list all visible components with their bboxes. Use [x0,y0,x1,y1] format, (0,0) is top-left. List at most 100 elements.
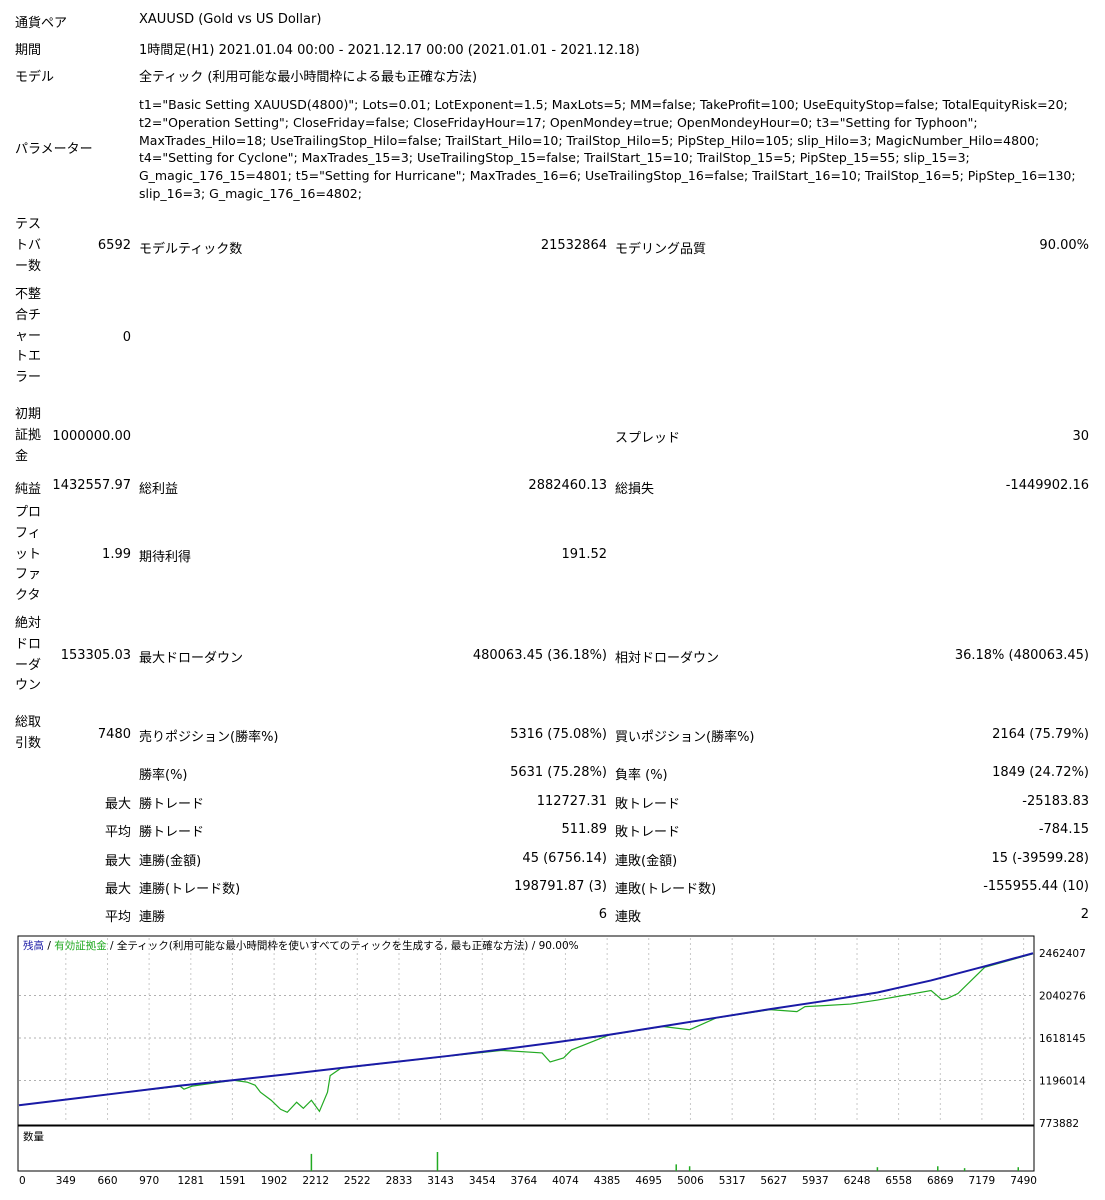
y-tick-label: 773882 [1039,1118,1079,1130]
x-tick-label: 1281 [177,1175,204,1187]
legend-balance: 残高 [23,939,44,952]
win-rate-value: 5631 (75.28%) [510,765,607,780]
x-tick-label: 5627 [760,1175,787,1187]
consec-win-label: 連勝 [139,910,166,925]
short-label: 売りポジション(勝率%) [139,730,279,745]
y-tick-label: 1618145 [1039,1033,1086,1045]
x-tick-label: 4385 [594,1175,621,1187]
loss-rate-label: 負率 (%) [615,768,668,783]
deposit-value: 1000000.00 [52,429,131,444]
y-tick-label: 1196014 [1039,1075,1086,1087]
abs-dd-label: 絶対ドローダウン [15,616,42,694]
x-tick-label: 6248 [844,1175,871,1187]
gross-profit-label: 総利益 [139,482,179,497]
max-consec-win-amount-value: 45 (6756.14) [522,851,607,866]
deposit-label: 初期証拠金 [15,407,42,464]
x-tick-label: 0 [19,1175,26,1187]
period-label: 期間 [15,43,42,58]
max-win-trade-value: 112727.31 [536,794,607,809]
max-dd-label: 最大ドローダウン [139,651,244,666]
long-value: 2164 (75.79%) [992,727,1089,742]
gross-loss-label: 総損失 [615,482,655,497]
x-tick-label: 5006 [677,1175,704,1187]
x-tick-label: 4074 [552,1175,579,1187]
trades-label: 総取引数 [15,715,42,751]
x-tick-label: 5937 [802,1175,829,1187]
max-consec-loss-trades-value: -155955.44 (10) [983,879,1089,894]
bars-label: テストバー数 [15,217,42,274]
x-tick-label: 2833 [386,1175,413,1187]
loss-rate-value: 1849 (24.72%) [992,765,1089,780]
params-label: パラメーター [15,142,93,157]
x-tick-label: 2522 [344,1175,371,1187]
expected-value: 191.52 [561,547,608,562]
net-value: 1432557.97 [52,478,131,493]
x-tick-label: 3764 [510,1175,537,1187]
win-trade-label: 勝トレード [139,797,205,812]
x-tick-label: 7179 [969,1175,996,1187]
mismatch-value: 0 [122,330,131,345]
x-axis-labels: 0 349 660 970 1281 1591 1902 2212 2522 2833 3143 34… [19,1175,1037,1187]
period-value: 1時間足(H1) 2021.01.04 00:00 - 2021.12.17 0… [139,43,640,58]
spread-value: 30 [1072,429,1089,444]
y-tick-label: 2040276 [1039,991,1086,1003]
x-tick-label: 6558 [885,1175,912,1187]
trades-value: 7480 [97,727,131,742]
legend-rest: / 全ティック(利用可能な最小時間枠を使いすべてのティックを生成する, 最も正確… [107,939,579,952]
x-tick-label: 660 [98,1175,118,1187]
params-line: t2="Operation Setting"; CloseFriday=fals… [139,114,978,130]
consec-loss-amount-label: 連敗(金額) [615,854,678,869]
model-label: モデル [15,70,55,85]
expected-label: 期待利得 [139,550,192,565]
x-tick-label: 6869 [927,1175,954,1187]
ticks-label: モデルティック数 [139,242,243,257]
quality-label: モデリング品質 [615,242,707,257]
volume-bars [310,1152,1019,1171]
avg-consec-win-value: 6 [598,907,607,922]
avg-label: 平均 [104,910,131,925]
win-rate-label: 勝率(%) [139,768,188,783]
win-trade-label: 勝トレード [139,825,205,840]
x-tick-label: 3143 [427,1175,454,1187]
params-line: MaxTrades_Hilo=18; UseTrailingStop_Hilo=… [139,132,1040,148]
x-tick-label: 1591 [219,1175,246,1187]
quality-value: 90.00% [1039,238,1089,253]
model-value: 全ティック (利用可能な最小時間枠による最も正確な方法) [139,70,478,85]
x-tick-label: 5317 [719,1175,746,1187]
pf-value: 1.99 [102,547,131,562]
volume-frame [17,1125,1035,1172]
x-tick-label: 7490 [1010,1175,1037,1187]
y-axis-labels: 2462407 2040276 1618145 1196014 773882 [1039,948,1086,1130]
chart-frame [17,935,1035,1126]
x-tick-label: 970 [139,1175,159,1187]
x-tick-label: 1902 [261,1175,288,1187]
max-loss-trade-value: -25183.83 [1022,794,1089,809]
params-value: t1="Basic Setting XAUUSD(4800)"; Lots=0.… [139,96,1089,203]
max-consec-win-trades-value: 198791.87 (3) [514,879,607,894]
avg-consec-loss-value: 2 [1080,907,1089,922]
symbol-label: 通貨ペア [15,16,68,31]
chart-legend: 残高 / 有効証拠金 / 全ティック(利用可能な最小時間枠を使いすべてのティック… [23,939,579,952]
consec-loss-trades-label: 連敗(トレード数) [615,882,717,897]
long-label: 買いポジション(勝率%) [615,730,755,745]
abs-dd-value: 153305.03 [60,648,131,663]
consec-win-amount-label: 連勝(金額) [139,854,202,869]
chart-series [18,952,1034,1114]
x-tick-label: 2212 [302,1175,329,1187]
equity-chart: 残高 / 有効証拠金 / 全ティック(利用可能な最小時間枠を使いすべてのティック… [17,935,1086,1130]
consec-win-trades-label: 連勝(トレード数) [139,882,241,897]
legend-sep: / [44,940,54,952]
avg-loss-trade-value: -784.15 [1038,822,1089,837]
volume-chart: 数量 0 349 660 970 1281 1591 1902 2212 2522 2833 314… [17,1125,1037,1187]
gross-profit-value: 2882460.13 [528,478,607,493]
avg-win-trade-value: 511.89 [561,822,608,837]
max-dd-value: 480063.45 (36.18%) [472,648,607,663]
mismatch-label: 不整合チャートエラー [15,287,42,386]
gross-loss-value: -1449902.16 [1005,478,1089,493]
max-label: 最大 [104,882,131,897]
rel-dd-value: 36.18% (480063.45) [954,648,1089,663]
volume-label: 数量 [23,1130,44,1143]
spread-label: スプレッド [615,431,681,446]
avg-label: 平均 [104,825,131,840]
x-tick-label: 3454 [469,1175,496,1187]
